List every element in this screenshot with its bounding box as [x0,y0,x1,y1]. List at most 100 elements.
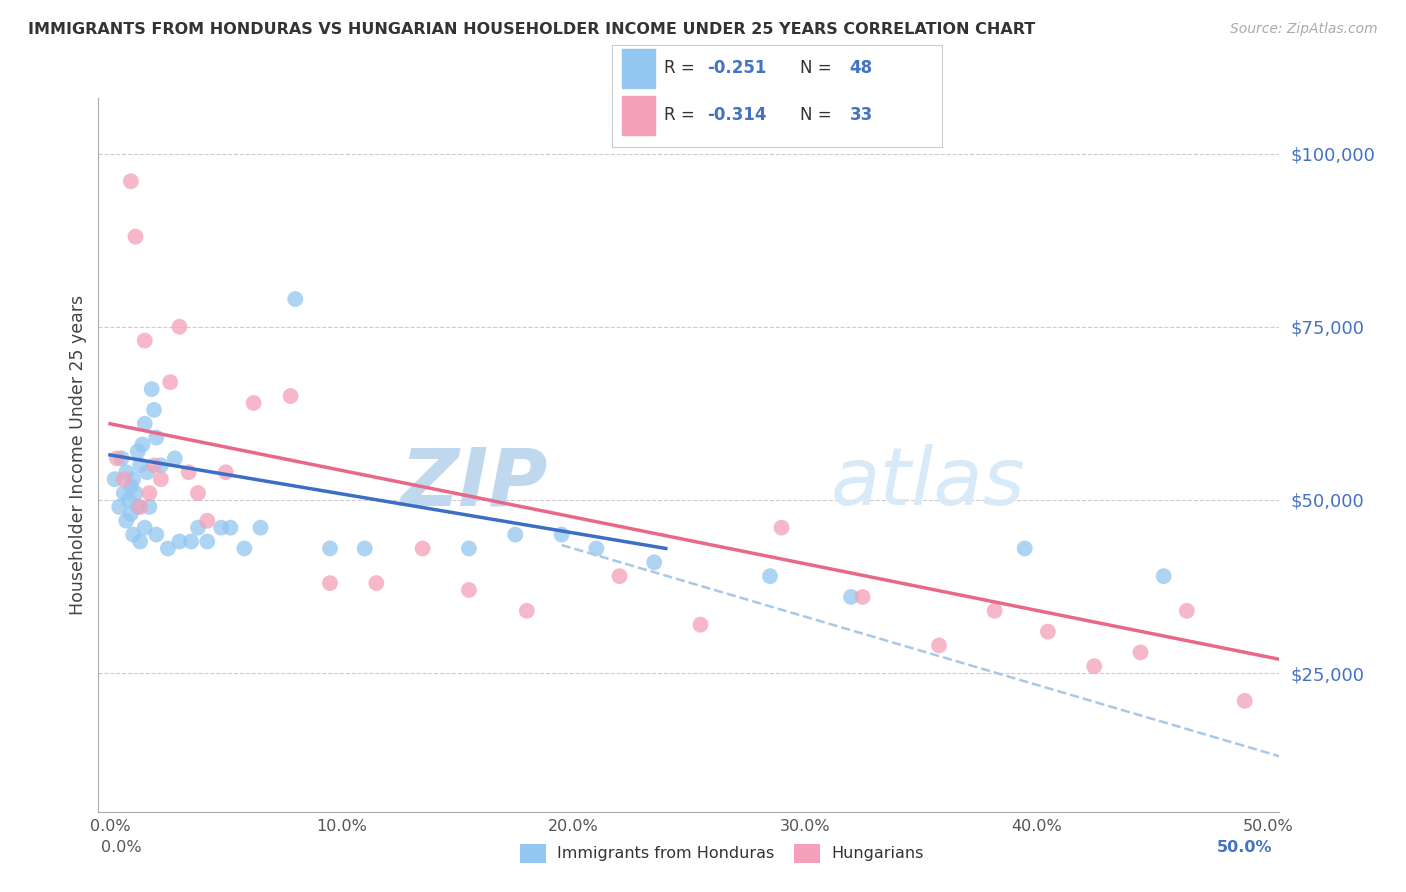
Point [759,569,782,583]
Point [122,527,145,541]
Point [187,486,209,500]
Text: N =: N = [800,59,837,78]
Point [145,431,167,445]
Point [242,396,264,410]
Point [143,458,166,473]
Point [195,514,218,528]
Point [108,500,131,514]
Point [516,604,538,618]
Point [149,472,172,486]
Point [105,451,128,466]
Point [219,521,242,535]
Point [134,417,156,431]
Point [1036,624,1059,639]
Point [839,590,862,604]
Text: N =: N = [800,106,837,124]
Point [129,458,152,473]
Point [110,451,132,466]
Point [643,555,665,569]
Point [458,582,481,597]
Text: 0.0%: 0.0% [101,840,142,855]
Text: 48: 48 [849,59,873,78]
Point [366,576,388,591]
Text: Immigrants from Honduras: Immigrants from Honduras [557,847,775,861]
Text: R =: R = [665,59,700,78]
Point [609,569,631,583]
Point [134,521,156,535]
Point [689,617,711,632]
Text: Source: ZipAtlas.com: Source: ZipAtlas.com [1230,22,1378,37]
Point [209,521,232,535]
Text: IMMIGRANTS FROM HONDURAS VS HUNGARIAN HOUSEHOLDER INCOME UNDER 25 YEARS CORRELAT: IMMIGRANTS FROM HONDURAS VS HUNGARIAN HO… [28,22,1035,37]
Text: -0.251: -0.251 [707,59,766,78]
Point [124,229,146,244]
Point [458,541,481,556]
Point [770,521,793,535]
Point [1175,604,1198,618]
Point [145,527,167,541]
Point [138,500,160,514]
Point [120,174,142,188]
Point [353,541,375,556]
Bar [621,49,655,87]
Point [180,534,202,549]
Point [928,639,950,653]
Point [1153,569,1175,583]
Point [249,521,271,535]
Point [112,472,135,486]
Point [1233,694,1256,708]
Point [852,590,875,604]
Point [169,319,191,334]
Point [585,541,607,556]
Point [195,534,218,549]
Point [134,334,156,348]
Point [124,486,146,500]
Text: atlas: atlas [831,444,1025,523]
Point [215,465,238,479]
Point [169,534,191,549]
Point [115,514,138,528]
Point [187,521,209,535]
Point [1129,645,1152,659]
Point [115,465,138,479]
Text: 33: 33 [849,106,873,124]
Text: R =: R = [665,106,700,124]
Point [159,375,181,389]
Point [319,576,342,591]
Point [138,486,160,500]
Point [1014,541,1036,556]
Point [117,492,139,507]
Text: 50.0%: 50.0% [1218,840,1272,855]
Point [141,382,163,396]
Y-axis label: Householder Income Under 25 years: Householder Income Under 25 years [69,295,87,615]
Bar [621,96,655,135]
Text: -0.314: -0.314 [707,106,766,124]
Point [233,541,256,556]
Point [122,472,145,486]
Text: ZIP: ZIP [399,444,547,523]
Point [177,465,200,479]
Point [319,541,342,556]
Point [104,472,127,486]
Point [129,500,152,514]
Point [412,541,434,556]
Text: Hungarians: Hungarians [831,847,924,861]
Point [284,292,307,306]
Point [131,437,153,451]
Point [156,541,179,556]
Point [129,534,152,549]
Point [120,479,142,493]
Point [120,507,142,521]
Point [163,451,186,466]
Point [127,500,149,514]
Point [127,444,149,458]
Point [112,486,135,500]
Point [550,527,572,541]
Point [143,403,166,417]
Point [503,527,526,541]
Point [1083,659,1105,673]
Point [983,604,1005,618]
Point [149,458,172,473]
Point [136,465,159,479]
Point [280,389,302,403]
